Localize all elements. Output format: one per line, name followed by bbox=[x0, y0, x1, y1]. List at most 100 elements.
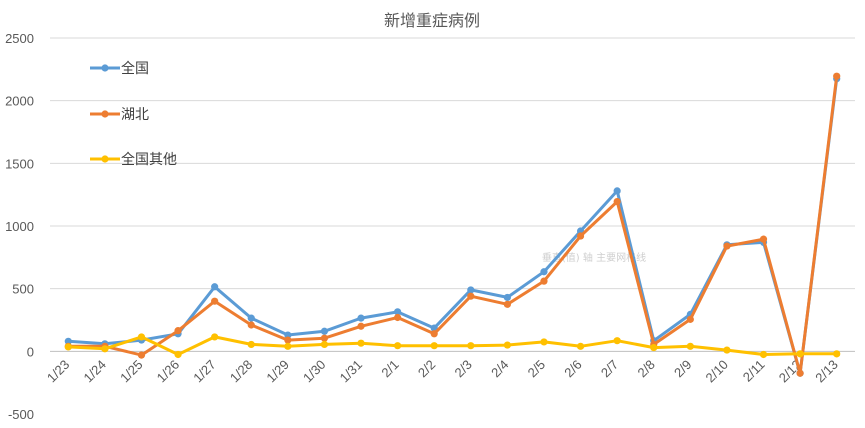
data-point bbox=[796, 350, 804, 358]
data-point bbox=[357, 314, 365, 322]
y-tick-label: 0 bbox=[27, 344, 34, 359]
data-point bbox=[833, 350, 841, 358]
data-point bbox=[320, 327, 329, 335]
x-tick-label: 2/6 bbox=[561, 357, 584, 380]
data-point bbox=[247, 340, 255, 349]
x-tick-label: 1/25 bbox=[117, 357, 146, 386]
legend-label: 全国其他 bbox=[121, 151, 177, 168]
series-line bbox=[66, 335, 839, 356]
x-tick-label: 1/29 bbox=[263, 357, 292, 386]
x-tick-label: 2/9 bbox=[671, 357, 694, 380]
y-tick-label: 1500 bbox=[5, 156, 34, 171]
data-point bbox=[759, 235, 768, 243]
legend-label: 湖北 bbox=[121, 107, 149, 123]
y-tick-label: 2000 bbox=[5, 94, 34, 109]
data-point bbox=[174, 327, 182, 335]
data-point bbox=[284, 342, 292, 350]
x-tick-label: 1/27 bbox=[190, 357, 219, 386]
x-tick-label: 1/24 bbox=[81, 357, 110, 386]
x-tick-label: 2/10 bbox=[703, 357, 732, 386]
data-point bbox=[394, 342, 402, 350]
data-point bbox=[247, 314, 255, 322]
data-point bbox=[613, 337, 621, 345]
legend-item: 湖北 bbox=[90, 107, 149, 123]
data-point bbox=[759, 350, 768, 359]
gridlines bbox=[50, 37, 855, 290]
y-tick-label: 2500 bbox=[5, 31, 34, 46]
data-point bbox=[64, 343, 72, 351]
data-point bbox=[613, 197, 621, 206]
series-group bbox=[64, 72, 841, 377]
data-point bbox=[503, 300, 511, 308]
data-point bbox=[394, 308, 402, 316]
x-tick-label: 2/3 bbox=[452, 357, 475, 380]
x-tick-label: 1/26 bbox=[154, 357, 183, 386]
data-point bbox=[320, 334, 329, 342]
data-point bbox=[540, 277, 548, 285]
x-tick-label: 2/5 bbox=[525, 357, 548, 380]
data-point bbox=[247, 321, 255, 329]
data-point bbox=[540, 268, 548, 276]
data-point bbox=[211, 297, 219, 305]
data-point bbox=[284, 336, 292, 344]
data-point bbox=[174, 350, 182, 359]
legend-item: 全国其他 bbox=[90, 151, 177, 168]
data-point bbox=[576, 342, 585, 350]
x-tick-label: 2/7 bbox=[598, 357, 621, 380]
series-group bbox=[64, 333, 841, 359]
x-tick-label: 2/2 bbox=[415, 357, 438, 380]
data-point bbox=[430, 342, 438, 350]
series-line bbox=[66, 74, 839, 375]
legend-item: 全国 bbox=[90, 60, 149, 77]
data-point bbox=[540, 338, 548, 346]
data-point bbox=[576, 232, 585, 240]
series bbox=[64, 72, 841, 377]
data-point bbox=[467, 342, 475, 350]
data-point bbox=[723, 346, 731, 354]
x-tick-label: 1/28 bbox=[227, 357, 256, 386]
data-point bbox=[650, 343, 658, 352]
x-axis: 1/23 1/24 1/25 1/26 1/27 1/28 1/29 1/30 1/31 2/1 2… bbox=[44, 350, 855, 386]
data-point bbox=[467, 286, 475, 294]
y-tick-label: 500 bbox=[12, 282, 34, 297]
y-tick-label: 1000 bbox=[5, 219, 34, 234]
data-point bbox=[101, 345, 109, 353]
x-tick-label: 1/31 bbox=[337, 357, 366, 386]
y-axis: -500 0 500 1000 1500 2000 2500 bbox=[5, 31, 34, 422]
gridline-tooltip-watermark: 垂直(值) 轴 主要网格线 bbox=[542, 251, 646, 264]
data-point bbox=[284, 331, 292, 339]
data-point bbox=[686, 315, 694, 323]
data-point bbox=[357, 322, 365, 330]
data-point bbox=[833, 72, 841, 80]
x-tick-label: 2/11 bbox=[740, 357, 768, 385]
x-tick-label: 1/30 bbox=[300, 357, 329, 386]
x-tick-label: 2/13 bbox=[812, 357, 841, 386]
data-point bbox=[137, 333, 146, 341]
data-point bbox=[211, 283, 219, 291]
x-tick-label: 2/8 bbox=[634, 357, 657, 380]
chart-title: 新增重症病例 bbox=[384, 11, 480, 30]
legend-label: 全国 bbox=[121, 60, 149, 77]
legend-swatch-marker bbox=[101, 110, 109, 118]
data-point bbox=[64, 337, 72, 345]
data-point bbox=[394, 313, 402, 322]
data-point bbox=[137, 351, 146, 359]
data-point bbox=[503, 293, 511, 302]
x-tick-label: 2/1 bbox=[378, 357, 401, 380]
data-point bbox=[320, 340, 329, 349]
x-tick-label: 2/4 bbox=[488, 357, 511, 380]
data-point bbox=[430, 330, 438, 338]
data-point bbox=[503, 341, 511, 349]
legend-swatch-marker bbox=[101, 64, 109, 72]
data-point bbox=[723, 242, 731, 250]
y-tick-label: -500 bbox=[8, 407, 34, 422]
data-point bbox=[357, 339, 365, 347]
data-point bbox=[613, 187, 621, 195]
data-point bbox=[796, 369, 804, 377]
data-point bbox=[686, 342, 694, 350]
x-tick-label: 1/23 bbox=[44, 357, 73, 386]
data-point bbox=[467, 292, 475, 300]
